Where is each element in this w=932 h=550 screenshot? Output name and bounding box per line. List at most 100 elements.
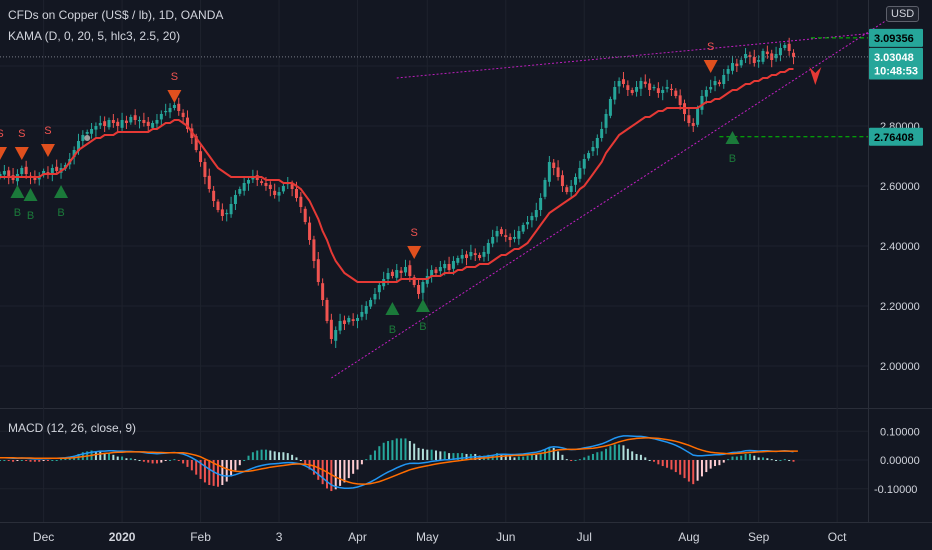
histogram-bar: [526, 455, 529, 460]
candle: [373, 288, 377, 305]
candle: [552, 159, 556, 176]
candle-body: [600, 129, 604, 138]
buy-label: B: [389, 324, 396, 336]
candle: [626, 80, 630, 96]
price-tag-box: [869, 127, 923, 146]
candle-body: [656, 88, 660, 93]
candle-body: [456, 258, 460, 263]
candle-body: [216, 201, 220, 210]
candle-body: [369, 300, 373, 307]
time-tick-label: 3: [276, 530, 283, 544]
price-panel: SSSSSSBBBBBB: [0, 12, 899, 379]
price-tag-label: 2.76408: [874, 132, 914, 144]
candle-body: [757, 60, 761, 62]
candle: [321, 278, 325, 306]
histogram-bar: [404, 438, 407, 460]
candle: [560, 170, 564, 192]
histogram-bar: [735, 456, 738, 460]
histogram-bar: [605, 448, 608, 460]
histogram-bar: [164, 460, 167, 461]
candle-body: [2, 171, 6, 175]
histogram-bar: [282, 452, 285, 460]
histogram-bar: [722, 460, 725, 463]
sell-triangle-icon: [0, 147, 7, 160]
buy-triangle-icon: [415, 299, 430, 312]
candle-body: [85, 132, 89, 134]
candle: [752, 49, 756, 67]
histogram-bar: [557, 451, 560, 460]
candle-body: [678, 95, 682, 105]
candle: [739, 57, 743, 68]
candle: [430, 265, 434, 283]
candle: [460, 249, 464, 264]
macd-legend: MACD (12, 26, close, 9): [8, 421, 137, 435]
candle-body: [687, 115, 691, 123]
candle-body: [172, 105, 176, 108]
histogram-bar: [570, 460, 573, 461]
candle-body: [722, 75, 726, 84]
candle-body: [146, 121, 150, 126]
histogram-bar: [544, 449, 546, 460]
histogram-bar: [60, 459, 63, 461]
candle: [512, 229, 516, 243]
histogram-bar: [234, 460, 237, 471]
histogram-bar: [609, 446, 612, 460]
candle-body: [739, 60, 743, 66]
candle-body: [486, 243, 490, 254]
candle-body: [482, 252, 486, 257]
histogram-bar: [25, 460, 28, 461]
candle: [591, 141, 595, 156]
histogram-bar: [639, 454, 642, 460]
histogram-bar: [347, 460, 350, 479]
histogram-bar: [391, 440, 394, 460]
histogram-bar: [430, 449, 433, 460]
candle-body: [521, 225, 525, 232]
candle-body: [465, 254, 469, 258]
candle: [377, 281, 381, 300]
candle-body: [726, 69, 730, 74]
histogram-bar: [618, 444, 621, 460]
candle: [417, 279, 421, 299]
time-tick-label: 2020: [109, 530, 136, 544]
candle: [678, 89, 682, 110]
candle: [220, 203, 224, 221]
candle: [142, 112, 146, 127]
candle: [138, 116, 142, 129]
histogram-bar: [142, 460, 145, 462]
sell-signal: S: [703, 41, 718, 73]
candle-body: [491, 237, 495, 244]
histogram-bar: [600, 451, 603, 460]
histogram-bar: [692, 460, 695, 485]
currency-button[interactable]: USD: [886, 6, 920, 22]
candle-body: [199, 151, 203, 162]
candle: [643, 74, 647, 88]
histogram-bar: [744, 453, 747, 460]
histogram-bar: [696, 460, 699, 481]
candle-body: [560, 175, 564, 186]
price-tag-box: [869, 28, 923, 47]
sell-triangle-icon: [14, 147, 29, 160]
histogram-bar: [413, 443, 416, 460]
candle: [225, 209, 229, 222]
kama-line: [0, 68, 794, 283]
histogram-bar: [151, 460, 154, 464]
candle-body: [438, 267, 442, 272]
sell-triangle-icon: [407, 246, 422, 259]
candle: [652, 84, 656, 91]
candle-body: [90, 129, 94, 134]
candle-body: [155, 120, 159, 124]
histogram-bar: [334, 460, 337, 490]
candle-body: [168, 108, 172, 113]
candle-body: [107, 120, 111, 128]
candle: [778, 43, 782, 62]
time-tick-label: Sep: [748, 530, 770, 544]
histogram-bar: [286, 453, 289, 460]
price-tick-label: 2.20000: [880, 301, 920, 313]
histogram-bar: [0, 460, 1, 461]
histogram-bar: [42, 460, 45, 461]
macd-tick-label: 0.00000: [880, 455, 920, 467]
histogram-bar: [509, 456, 512, 460]
candle-body: [460, 255, 464, 259]
candle-body: [386, 273, 390, 279]
